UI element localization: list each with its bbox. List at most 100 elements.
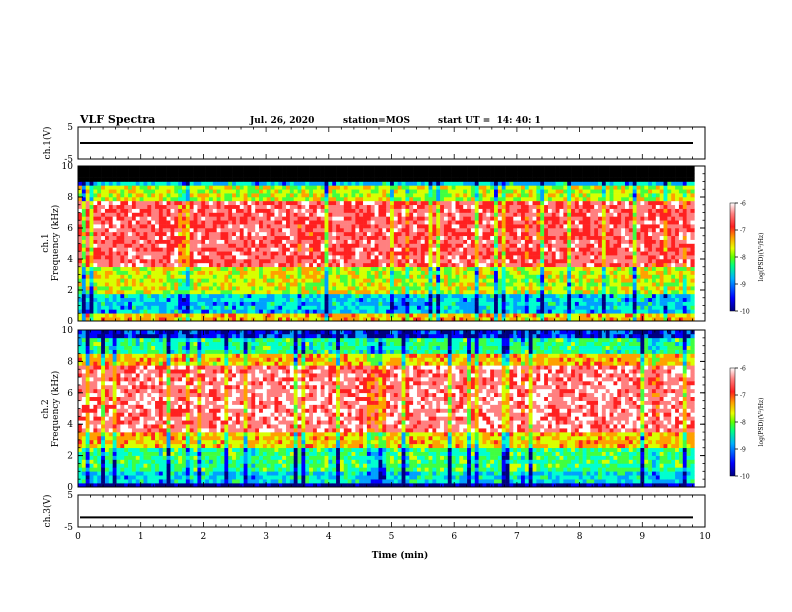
spectrogram-cell xyxy=(174,266,179,271)
spectrogram-cell xyxy=(451,220,456,225)
spectrogram-cell xyxy=(478,301,483,306)
spectrogram-cell xyxy=(97,173,102,178)
spectrogram-cell xyxy=(482,224,487,229)
spectrogram-cell xyxy=(467,274,472,279)
spectrogram-cell xyxy=(170,204,175,209)
spectrogram-cell xyxy=(474,297,479,302)
spectrogram-cell xyxy=(497,181,503,186)
spectrogram-cell xyxy=(447,255,452,260)
spectrogram-cell xyxy=(78,166,83,171)
spectrogram-cell xyxy=(301,286,306,291)
spectrogram-cell xyxy=(320,212,325,217)
spectrogram-cell xyxy=(166,228,171,233)
spectrogram-cell xyxy=(551,239,556,244)
spectrogram-cell xyxy=(521,197,526,202)
spectrogram-cell xyxy=(347,169,352,175)
spectrogram-cell xyxy=(224,255,229,260)
spectrogram-cell xyxy=(135,270,140,275)
spectrogram-cell xyxy=(316,216,321,221)
spectrogram-cell xyxy=(440,313,445,318)
spectrogram-cell xyxy=(524,286,529,291)
spectrogram-cell xyxy=(501,259,506,264)
spectrogram-cell xyxy=(139,193,144,198)
spectrogram-cell xyxy=(201,262,206,268)
spectrogram-cell xyxy=(112,212,117,217)
spectrogram-cell xyxy=(390,255,395,260)
spectrogram-cell xyxy=(255,204,260,209)
spectrogram-cell xyxy=(470,173,476,178)
spectrogram-cell xyxy=(544,166,549,171)
spectrogram-cell xyxy=(151,235,156,240)
spectrogram-cell xyxy=(197,278,202,283)
spectrogram-cell xyxy=(455,239,460,244)
spectrogram-cell xyxy=(474,224,479,229)
spectrogram-cell xyxy=(112,235,117,240)
spectrogram-cell xyxy=(413,255,418,260)
spectrogram-cell xyxy=(262,166,268,171)
spectrogram-cell xyxy=(309,185,314,190)
spectrogram-cell xyxy=(174,262,179,268)
spectrogram-cell xyxy=(470,286,476,291)
spectrogram-cell xyxy=(370,317,375,322)
spectrogram-cell xyxy=(463,169,468,175)
spectrogram-cell xyxy=(101,313,106,318)
spectrogram-cell xyxy=(212,216,217,221)
spectrogram-cell xyxy=(201,274,206,279)
spectrogram-cell xyxy=(85,301,90,306)
spectrogram-cell xyxy=(189,266,194,271)
spectrogram-cell xyxy=(478,255,483,260)
spectrogram-cell xyxy=(463,293,468,299)
spectrogram-cell xyxy=(116,243,121,248)
spectrogram-cell xyxy=(397,290,402,295)
spectrogram-cell xyxy=(101,185,106,190)
spectrogram-cell xyxy=(428,251,433,256)
spectrogram-cell xyxy=(205,297,210,302)
spectrogram-cell xyxy=(255,309,260,314)
spectrogram-cell xyxy=(505,185,510,190)
spectrogram-cell xyxy=(440,189,445,194)
spectrogram-cell xyxy=(505,270,510,275)
spectrogram-cell xyxy=(228,243,233,248)
spectrogram-cell xyxy=(505,216,510,221)
spectrogram-cell xyxy=(463,266,468,271)
spectrogram-cell xyxy=(189,169,194,175)
spectrogram-cell xyxy=(366,251,372,256)
spectrogram-cell xyxy=(224,305,229,310)
spectrogram-cell xyxy=(286,243,291,248)
spectrogram-cell xyxy=(528,305,533,310)
spectrogram-cell xyxy=(443,231,449,237)
spectrogram-cell xyxy=(112,204,117,209)
spectrogram-cell xyxy=(101,239,106,244)
spectrogram-cell xyxy=(339,286,345,291)
spectrogram-cell xyxy=(343,309,348,314)
spectrogram-cell xyxy=(440,228,445,233)
spectrogram-cell xyxy=(470,197,476,202)
spectrogram-cell xyxy=(235,309,241,314)
spectrogram-cell xyxy=(97,193,102,198)
spectrogram-cell xyxy=(420,224,425,229)
spectrogram-cell xyxy=(424,270,429,275)
spectrogram-cell xyxy=(93,305,98,310)
spectrogram-cell xyxy=(378,282,383,287)
spectrogram-cell xyxy=(185,224,191,229)
spectrogram-cell xyxy=(401,216,406,221)
spectrogram-cell xyxy=(451,262,456,268)
spectrogram-cell xyxy=(555,239,560,244)
spectrogram-cell xyxy=(232,266,237,271)
spectrogram-cell xyxy=(428,224,433,229)
spectrogram-cell xyxy=(259,301,264,306)
spectrogram-cell xyxy=(336,169,341,175)
spectrogram-cell xyxy=(143,220,148,225)
spectrogram-cell xyxy=(555,251,560,256)
spectrogram-cell xyxy=(374,278,379,283)
spectrogram-cell xyxy=(155,231,160,237)
spectrogram-cell xyxy=(139,259,144,264)
spectrogram-cell xyxy=(162,243,167,248)
spectrogram-cell xyxy=(494,286,499,291)
spectrogram-cell xyxy=(390,313,395,318)
spectrogram-cell xyxy=(401,251,406,256)
spectrogram-cell xyxy=(232,169,237,175)
spectrogram-cell xyxy=(243,231,248,237)
spectrogram-cell xyxy=(474,278,479,283)
spectrogram-cell xyxy=(547,200,553,206)
